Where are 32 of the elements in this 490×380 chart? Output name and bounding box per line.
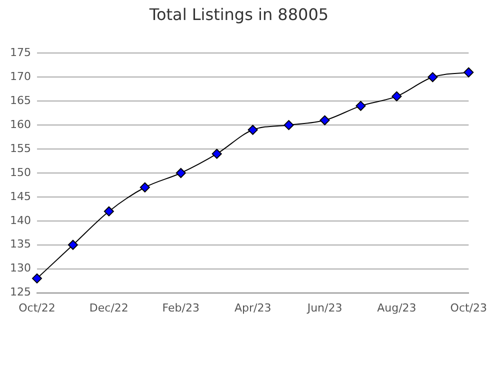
x-tick-label: Oct/23 bbox=[450, 301, 488, 314]
point bbox=[176, 168, 186, 178]
y-tick-label: 150 bbox=[10, 166, 31, 179]
y-tick-label: 165 bbox=[10, 94, 31, 107]
x-tick-label: Feb/23 bbox=[162, 301, 200, 314]
y-tick-label: 175 bbox=[10, 46, 31, 60]
point bbox=[32, 273, 42, 284]
y-tick-label: 140 bbox=[10, 214, 31, 227]
point bbox=[320, 115, 330, 126]
chart-title: Total Listings in 88005 bbox=[148, 4, 329, 24]
x-tick-label: Aug/23 bbox=[377, 301, 416, 314]
y-tick-label: 145 bbox=[10, 190, 31, 203]
point bbox=[248, 124, 258, 135]
x-tick-label: Apr/23 bbox=[234, 301, 272, 314]
point bbox=[464, 67, 474, 78]
point bbox=[140, 182, 150, 192]
y-tick-label: 170 bbox=[10, 70, 31, 84]
point bbox=[284, 120, 294, 130]
point bbox=[428, 72, 438, 82]
y-tick-label: 130 bbox=[10, 262, 31, 275]
point bbox=[104, 206, 114, 216]
point bbox=[392, 91, 402, 102]
y-tick-label: 155 bbox=[10, 142, 31, 155]
point bbox=[212, 148, 222, 159]
point bbox=[68, 240, 78, 250]
point bbox=[356, 100, 366, 111]
x-tick-label: Jun/23 bbox=[306, 301, 342, 314]
x-tick-label: Oct/22 bbox=[18, 301, 56, 314]
y-tick-label: 160 bbox=[10, 118, 31, 131]
y-tick-label: 125 bbox=[10, 286, 31, 299]
x-tick-label: Dec/22 bbox=[89, 301, 128, 314]
y-tick-label: 135 bbox=[10, 238, 31, 251]
